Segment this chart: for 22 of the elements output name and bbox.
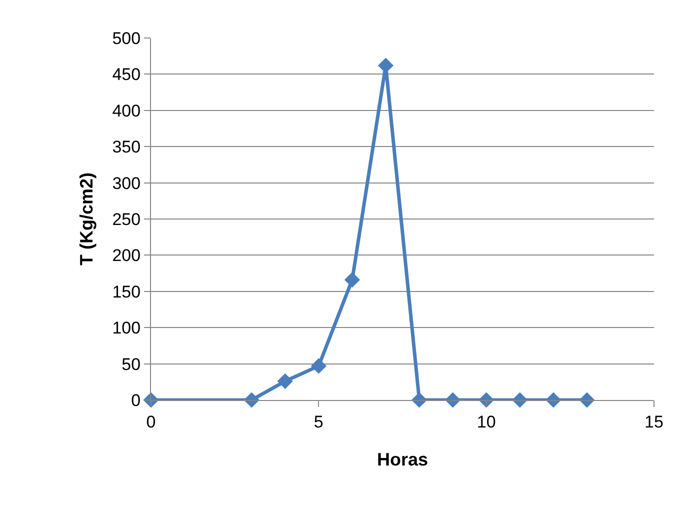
- x-tick-label: 5: [314, 412, 324, 432]
- y-tick-label: 500: [112, 28, 141, 48]
- y-tick-label: 400: [112, 101, 141, 120]
- x-tick-label: 10: [476, 412, 496, 432]
- point: [344, 272, 360, 288]
- x-axis-title: Horas: [376, 450, 428, 470]
- x-tick-label: 15: [644, 412, 664, 432]
- y-tick-label: 200: [112, 246, 141, 266]
- point: [277, 373, 293, 389]
- point: [411, 392, 428, 408]
- y-tick-label: 300: [112, 174, 141, 193]
- y-tick-label: 50: [122, 354, 141, 374]
- y-tick-label: 350: [112, 138, 141, 157]
- y-axis-title: T (Kg/cm2): [76, 172, 96, 266]
- y-tick-label: 0: [131, 390, 141, 410]
- x-tick-label: 0: [146, 412, 156, 432]
- y-tick-label: 100: [112, 318, 141, 338]
- y-tick-label: 450: [112, 65, 141, 84]
- y-tick-label: 150: [112, 282, 141, 302]
- point: [310, 358, 326, 374]
- point: [445, 392, 461, 408]
- y-tick-label: 250: [112, 210, 141, 229]
